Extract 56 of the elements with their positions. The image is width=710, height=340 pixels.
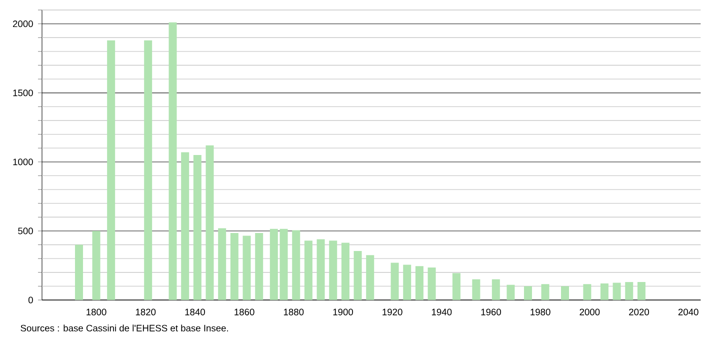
x-tick-label: 2020 [629, 308, 650, 316]
x-tick-label: 1880 [284, 308, 304, 316]
bar [206, 145, 214, 300]
y-tick-label: 0 [28, 296, 33, 304]
bar [107, 40, 116, 300]
bar [560, 286, 569, 300]
bar [168, 22, 177, 300]
bar [472, 279, 480, 300]
bar [637, 282, 646, 300]
bar [280, 228, 288, 300]
x-tick-label: 2040 [678, 308, 698, 316]
bar [366, 255, 374, 300]
bar [181, 152, 190, 300]
bar [292, 230, 300, 300]
x-tick-label: 1920 [382, 308, 402, 316]
bar [541, 284, 550, 300]
x-tick-label: 1820 [136, 308, 156, 316]
bar [193, 155, 202, 300]
x-tick-label: 1860 [234, 308, 254, 316]
bar [390, 262, 399, 300]
bar [492, 279, 500, 300]
bar [600, 283, 608, 300]
bar [329, 240, 338, 300]
source-note: Sources : base Cassini de l'EHESS et base Insee. [20, 324, 228, 332]
x-tick-label: 1960 [481, 308, 501, 316]
bar [304, 240, 312, 300]
bar [415, 266, 424, 300]
bar [316, 239, 325, 300]
bar [612, 282, 621, 300]
x-tick-label: 2000 [580, 308, 600, 316]
bar [230, 233, 238, 300]
bar [75, 244, 84, 300]
bar [92, 230, 100, 300]
bar [255, 233, 264, 300]
bar [270, 228, 278, 300]
bar [506, 284, 515, 300]
x-tick-label: 1800 [86, 308, 106, 316]
bar [218, 228, 226, 300]
x-tick-label: 1900 [333, 308, 353, 316]
bar [452, 273, 460, 300]
x-tick-label: 1840 [185, 308, 205, 316]
y-tick-label: 500 [18, 228, 33, 234]
bar [341, 242, 350, 300]
x-tick-label: 1980 [530, 308, 550, 316]
y-tick-label: 1500 [13, 90, 33, 96]
y-tick-label: 1000 [13, 158, 33, 166]
bar [403, 264, 412, 300]
bar [524, 286, 532, 300]
bar [625, 282, 634, 300]
bar [242, 236, 251, 300]
bar [144, 40, 152, 300]
bar [354, 250, 362, 300]
y-tick-label: 2000 [12, 20, 33, 28]
bar [428, 268, 436, 300]
x-tick-label: 1940 [432, 308, 452, 316]
bar [583, 284, 592, 300]
